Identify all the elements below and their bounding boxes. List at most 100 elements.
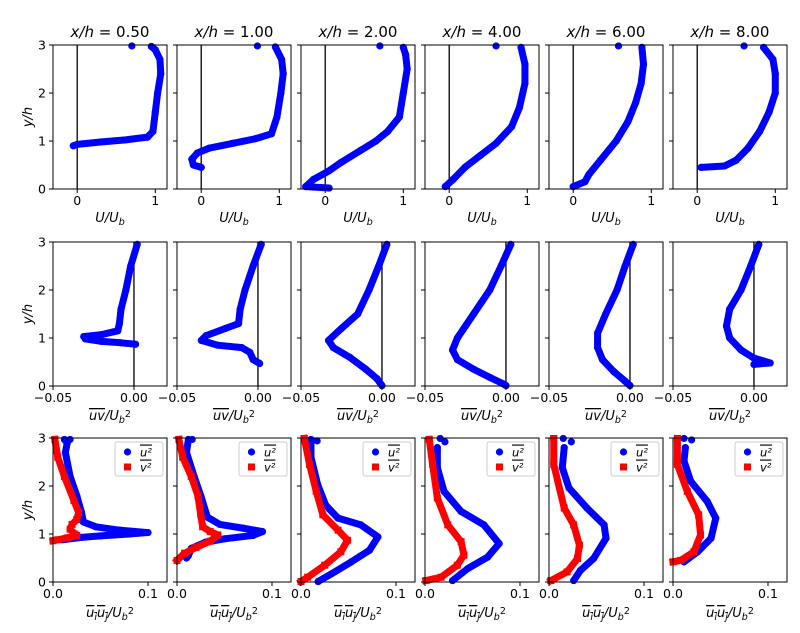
title-value: = 1.00 — [218, 23, 274, 41]
label-part: b — [615, 217, 621, 228]
data-point — [133, 240, 141, 248]
data-point — [560, 444, 568, 452]
series-line-u2 — [80, 240, 141, 348]
subplot-title: x/h = 4.00 — [442, 23, 522, 41]
subplot-title: x/h = 1.00 — [194, 23, 274, 41]
x-axis-label: uiuj/Ub2 — [210, 606, 258, 623]
data-point — [206, 528, 214, 536]
title-variable: x/h — [442, 23, 466, 41]
data-point — [486, 373, 494, 381]
label-part: b — [246, 612, 252, 623]
data-point — [448, 346, 457, 354]
data-point — [188, 435, 196, 444]
data-point — [192, 543, 200, 551]
label-part: b — [739, 217, 745, 228]
data-point — [726, 305, 734, 313]
label-part: /U — [104, 409, 119, 424]
data-point — [680, 457, 688, 465]
legend-marker-circle — [123, 448, 132, 456]
data-point — [246, 348, 254, 356]
label-part: b — [739, 415, 745, 426]
x-axis-label: U/Ub — [95, 211, 124, 228]
data-point — [337, 159, 345, 167]
label-part: U/U — [591, 211, 615, 226]
data-point — [115, 526, 124, 534]
legend-marker-circle — [247, 448, 256, 456]
data-point — [567, 438, 575, 446]
y-tick-label: 3 — [38, 431, 46, 446]
title-variable: x/h — [690, 23, 714, 41]
data-point — [726, 334, 734, 342]
data-point — [54, 453, 62, 461]
data-point — [329, 344, 337, 352]
y-tick-label: 1 — [38, 527, 46, 542]
data-point — [117, 305, 125, 313]
x-axis-label: U/Ub — [467, 211, 496, 228]
title-variable: x/h — [318, 23, 342, 41]
data-point — [444, 521, 452, 529]
x-tick-label: 0.0 — [167, 586, 187, 601]
series-line-u2 — [569, 43, 647, 191]
label-part: b — [491, 415, 497, 426]
y-tick-label: 3 — [38, 235, 46, 250]
data-point — [54, 536, 62, 544]
axes-frame — [548, 241, 664, 387]
data-point — [759, 43, 768, 52]
data-point — [68, 520, 76, 528]
data-point — [234, 320, 243, 328]
data-point — [327, 570, 335, 578]
data-point — [220, 535, 229, 543]
data-point — [309, 175, 318, 183]
y-tick-label: 0 — [38, 575, 46, 590]
data-point — [181, 549, 189, 557]
label-part: u — [210, 606, 218, 621]
legend-label: u² — [388, 446, 400, 460]
data-point — [115, 320, 123, 328]
y-axis-label: y/h — [21, 500, 36, 521]
data-point — [334, 526, 342, 534]
data-point — [570, 521, 578, 529]
data-point — [495, 540, 503, 548]
data-point — [547, 577, 555, 585]
label-part: 2 — [500, 606, 506, 617]
data-point — [81, 335, 89, 343]
data-point — [258, 528, 267, 536]
title-value: = 2.00 — [342, 23, 398, 41]
legend-box — [114, 441, 164, 477]
axes-frame — [176, 241, 292, 387]
data-point — [117, 339, 125, 347]
legend-label: v² — [760, 461, 772, 475]
data-point — [383, 240, 391, 248]
data-point — [433, 444, 441, 452]
data-point — [558, 464, 566, 472]
data-point — [677, 556, 685, 564]
x-axis-label: U/Ub — [715, 211, 744, 228]
axes-frame — [52, 241, 168, 387]
data-point — [125, 530, 133, 538]
axes-frame — [548, 437, 664, 583]
x-tick-label: 0.00 — [616, 390, 644, 405]
label-part: u — [97, 606, 105, 621]
data-point — [575, 541, 583, 549]
x-tick-label: 1 — [399, 193, 407, 208]
data-point — [569, 183, 577, 191]
y-tick-label: 2 — [38, 86, 46, 101]
axes-frame — [424, 437, 540, 583]
title-value: = 8.00 — [714, 23, 770, 41]
x-axis-label: uiuj/Ub2 — [458, 606, 506, 623]
data-point — [193, 149, 201, 157]
subplot-title: x/h = 8.00 — [690, 23, 770, 41]
data-point — [771, 89, 779, 97]
label-part: j — [103, 612, 108, 623]
data-point — [199, 523, 207, 531]
x-axis-label: uiuj/Ub2 — [334, 606, 382, 623]
label-part: b — [491, 217, 497, 228]
series-line-u2 — [69, 42, 165, 150]
x-axis-label: U/Ub — [343, 211, 372, 228]
axes-frame — [424, 241, 540, 387]
legend-label: v² — [512, 461, 524, 475]
label-part: u — [582, 606, 590, 621]
